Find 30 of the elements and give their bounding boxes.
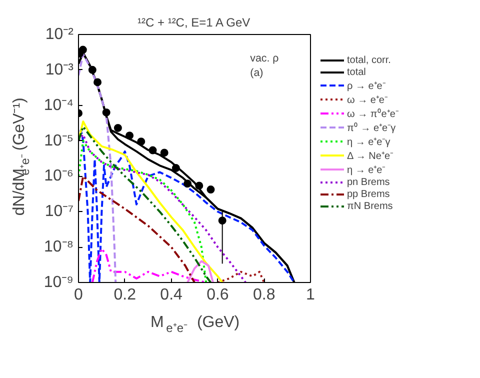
legend-label: π⁰ → e⁺e⁻γ [347,122,396,134]
legend-label: ω → π⁰e⁺e⁻ [347,108,398,120]
legend-label: ρ → e⁺e⁻ [347,80,386,92]
legend-label: Δ → Ne⁺e⁻ [347,150,394,162]
x-tick-label: 0.2 [114,286,136,304]
x-tick-label: 0.4 [160,286,183,304]
legend-label: πN Brems [347,200,393,212]
y-tick-label: 10⁻⁹ [44,274,74,291]
legend-label: η → e⁺e⁻γ [347,136,390,148]
legend-label: η → e⁺e⁻ [347,164,386,176]
legend-label: ω → e⁺e⁻ [347,94,388,106]
y-tick-label: 10⁻⁸ [44,238,74,256]
legend-label: total [347,66,367,78]
legend-label: total, corr. [347,54,391,66]
chart-title: ¹²C + ¹²C, E=1 A GeV [137,16,250,30]
legend-label: pp Brems [347,188,390,200]
annotation: (a) [250,67,264,80]
x-tick-label: 0 [74,286,84,304]
y-tick-label: 10⁻⁷ [44,203,74,220]
x-tick-label: 0.6 [206,286,229,304]
y-tick-label: 10⁻⁴ [44,96,74,114]
legend-label: pn Brems [347,176,390,188]
x-tick-label: 0.8 [252,286,276,304]
y-tick-label: 10⁻⁶ [44,168,74,185]
y-tick-label: 10⁻⁵ [44,132,74,150]
y-axis-title: dN/dMe⁺e⁻ (GeV⁻¹) [11,98,32,216]
annotation: vac. ρ [250,52,279,64]
y-tick-label: 10⁻³ [45,61,74,78]
y-tick-label: 10⁻² [45,26,74,43]
x-tick-label: 1 [306,286,316,304]
